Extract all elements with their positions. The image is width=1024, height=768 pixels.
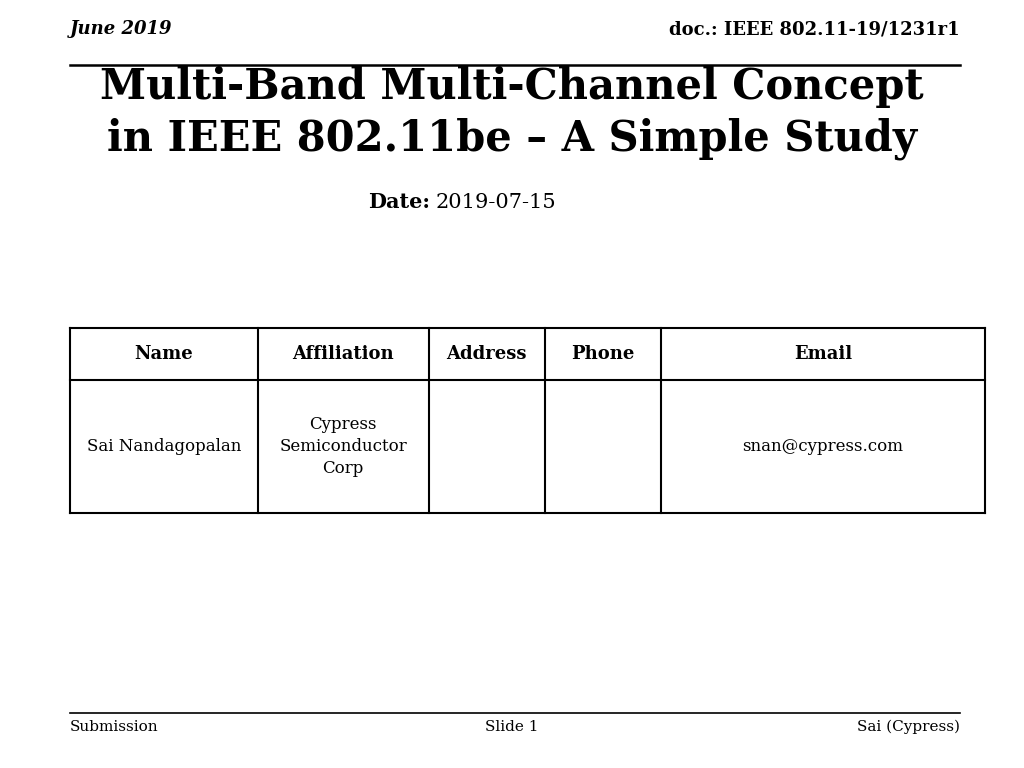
Text: 2019-07-15: 2019-07-15 — [436, 193, 557, 212]
Text: Name: Name — [134, 345, 194, 363]
Text: Date:: Date: — [368, 192, 430, 212]
Text: snan@cypress.com: snan@cypress.com — [742, 438, 903, 455]
Text: Email: Email — [794, 345, 852, 363]
Text: Slide 1: Slide 1 — [485, 720, 539, 734]
Text: Phone: Phone — [571, 345, 635, 363]
Text: Multi-Band Multi-Channel Concept: Multi-Band Multi-Channel Concept — [100, 66, 924, 108]
Text: Submission: Submission — [70, 720, 159, 734]
Text: Sai Nandagopalan: Sai Nandagopalan — [87, 438, 241, 455]
Text: in IEEE 802.11be – A Simple Study: in IEEE 802.11be – A Simple Study — [106, 118, 918, 160]
Text: June 2019: June 2019 — [70, 20, 172, 38]
Text: Affiliation: Affiliation — [292, 345, 394, 363]
Text: Address: Address — [446, 345, 527, 363]
Text: Sai (Cypress): Sai (Cypress) — [857, 720, 961, 734]
Text: Cypress
Semiconductor
Corp: Cypress Semiconductor Corp — [280, 415, 407, 477]
Text: doc.: IEEE 802.11-19/1231r1: doc.: IEEE 802.11-19/1231r1 — [670, 20, 961, 38]
